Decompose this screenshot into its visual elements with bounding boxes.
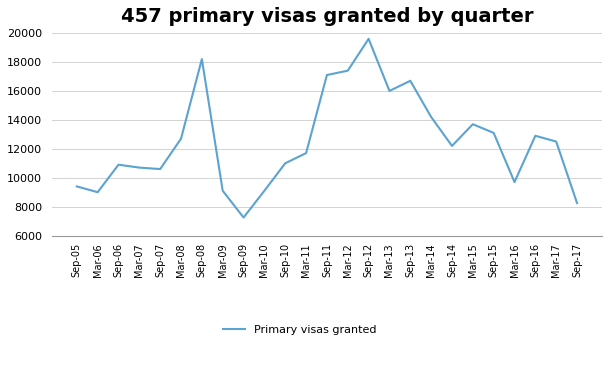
Primary visas granted [344, 68, 351, 73]
Primary visas granted [532, 133, 539, 138]
Primary visas granted [177, 136, 185, 141]
Primary visas granted [385, 89, 393, 93]
Primary visas granted [115, 162, 122, 167]
Primary visas granted [490, 131, 498, 135]
Primary visas granted [365, 36, 372, 41]
Legend: Primary visas granted: Primary visas granted [223, 325, 376, 336]
Primary visas granted [261, 188, 268, 193]
Primary visas granted [303, 151, 310, 155]
Line: Primary visas granted: Primary visas granted [77, 39, 577, 217]
Primary visas granted [219, 188, 227, 193]
Primary visas granted [511, 180, 518, 184]
Primary visas granted [240, 215, 247, 220]
Primary visas granted [157, 167, 164, 171]
Primary visas granted [428, 115, 435, 119]
Primary visas granted [407, 79, 414, 83]
Primary visas granted [552, 139, 560, 144]
Primary visas granted [281, 161, 289, 166]
Primary visas granted [73, 184, 80, 189]
Title: 457 primary visas granted by quarter: 457 primary visas granted by quarter [121, 7, 533, 26]
Primary visas granted [94, 190, 101, 195]
Primary visas granted [469, 122, 476, 127]
Primary visas granted [574, 201, 581, 205]
Primary visas granted [136, 165, 143, 170]
Primary visas granted [448, 144, 456, 148]
Primary visas granted [323, 73, 331, 77]
Primary visas granted [198, 57, 205, 62]
